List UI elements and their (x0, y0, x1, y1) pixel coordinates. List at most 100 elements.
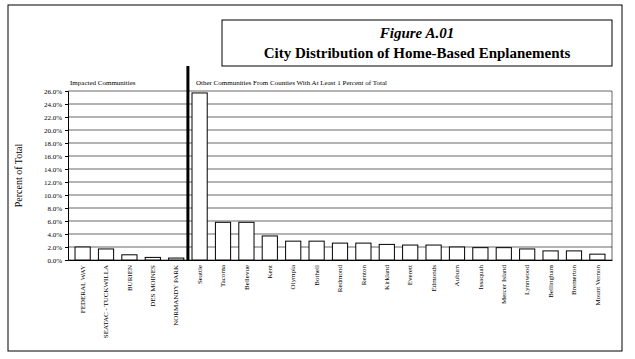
y-tick-label: 12.0% (44, 179, 62, 187)
y-tick-mark (65, 234, 68, 235)
x-tick: DES MOINES (149, 260, 157, 307)
bar (426, 245, 441, 260)
y-tick-mark (65, 91, 68, 92)
bar (543, 251, 558, 260)
y-tick: 22.0% (44, 114, 68, 122)
x-tick: Kirkland (383, 260, 391, 290)
group-divider (186, 66, 189, 260)
y-axis-line (65, 92, 69, 261)
y-tick: 16.0% (44, 153, 68, 161)
y-tick-label: 10.0% (44, 192, 62, 200)
y-tick: 18.0% (44, 140, 68, 148)
grid-line (68, 221, 612, 222)
y-tick: 8.0% (47, 205, 68, 213)
bar (496, 248, 511, 260)
y-tick-mark (65, 221, 68, 222)
x-tick-label: BURIEN (126, 265, 134, 291)
y-tick: 4.0% (47, 231, 68, 239)
bar (309, 241, 324, 260)
x-tick: Kent (266, 260, 274, 279)
bar (356, 243, 371, 260)
y-tick-mark (65, 130, 68, 131)
x-tick-label: NORMANDY PARK (172, 265, 180, 326)
y-tick-mark (65, 117, 68, 118)
y-tick: 26.0% (44, 88, 68, 96)
x-tick: SEATAC - TUCKWILLA (102, 260, 110, 338)
x-tick-label: DES MOINES (149, 265, 157, 307)
x-tick-label: Mount Vernon (594, 265, 602, 306)
bar (590, 254, 605, 260)
y-tick-label: 22.0% (44, 114, 62, 122)
bar (473, 248, 488, 260)
grid-line (68, 156, 612, 157)
x-axis-line (69, 260, 613, 261)
annotation: Impacted Communities (70, 79, 136, 87)
y-tick-mark (65, 182, 68, 183)
x-tick-label: Kent (266, 265, 274, 279)
grid-line (68, 143, 612, 144)
bar (332, 243, 347, 260)
y-tick: 6.0% (47, 218, 68, 226)
y-tick-mark (65, 247, 68, 248)
bar (169, 258, 184, 260)
y-tick: 20.0% (44, 127, 68, 135)
y-tick-label: 14.0% (44, 166, 62, 174)
grid-line (68, 234, 612, 235)
x-tick: Issaquah (477, 260, 485, 290)
y-tick-mark (65, 143, 68, 144)
x-tick-label: Auburn (453, 265, 461, 287)
x-tick-label: Lynnwood (523, 265, 531, 295)
y-tick-mark (65, 169, 68, 170)
bar (98, 249, 113, 260)
x-tick: Bellingham (547, 260, 555, 298)
title: Figure A.01 (379, 25, 454, 41)
grid-line (68, 182, 612, 183)
x-tick-label: Bremerton (570, 265, 578, 295)
bar (403, 245, 418, 260)
x-tick: Olympia (289, 260, 297, 290)
x-tick-label: Everett (406, 265, 414, 285)
y-tick: 14.0% (44, 166, 68, 174)
x-tick-label: FEDERAL WAY (79, 265, 87, 313)
x-tick-label: SEATAC - TUCKWILLA (102, 265, 110, 338)
y-tick-label: 20.0% (44, 127, 62, 135)
bar (286, 241, 301, 260)
x-tick: Renton (360, 260, 368, 285)
plot-right-edge (612, 91, 613, 260)
bar (122, 255, 137, 260)
grid-line (68, 104, 612, 105)
x-tick: FEDERAL WAY (79, 260, 87, 313)
x-tick-label: Seattle (196, 265, 204, 284)
grid-line (68, 117, 612, 118)
y-axis-title: Percent of Total (13, 144, 24, 208)
grid (68, 91, 612, 260)
y-tick-mark (65, 208, 68, 209)
subtitle: City Distribution of Home-Based Enplanem… (264, 45, 571, 61)
bar (75, 247, 90, 260)
y-tick: 24.0% (44, 101, 68, 109)
bar (566, 251, 581, 260)
x-tick: Bremerton (570, 260, 578, 295)
x-tick-label: Bellevue (243, 265, 251, 290)
x-tick-label: Bellingham (547, 264, 555, 297)
y-tick-label: 6.0% (47, 218, 62, 226)
x-tick: Seattle (196, 260, 204, 284)
x-tick-label: Issaquah (477, 265, 485, 290)
y-tick-mark (65, 156, 68, 157)
bar (449, 247, 464, 260)
bar (379, 244, 394, 260)
bar (215, 222, 230, 260)
bar (239, 222, 254, 260)
y-tick-mark (65, 104, 68, 105)
x-tick-label: Mercer Island (500, 265, 508, 305)
y-tick: 0.0% (47, 257, 68, 265)
annotation: Other Communities From Counties With At … (196, 79, 387, 87)
x-tick: Everett (406, 260, 414, 285)
y-tick-label: 24.0% (44, 101, 62, 109)
y-tick: 12.0% (44, 179, 68, 187)
x-tick: Tacoma (219, 260, 227, 287)
x-tick: Redmond (336, 260, 344, 292)
y-tick: 2.0% (47, 244, 68, 252)
y-axis: 0.0% 2.0% 4.0% 6.0% 8.0% 10.0% 12.0% 14.0% 16.0%… (44, 88, 69, 265)
y-tick-label: 0.0% (47, 257, 62, 265)
